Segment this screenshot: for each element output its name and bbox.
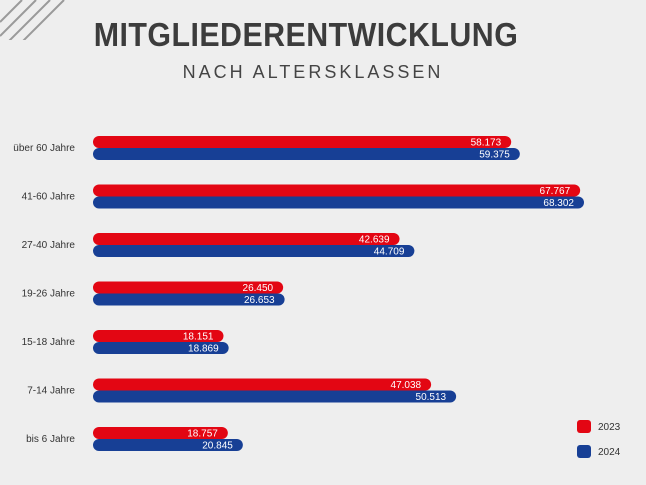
decorative-stripes <box>0 0 65 40</box>
value-label: 18.757 <box>187 429 218 440</box>
legend-label-2024: 2024 <box>598 447 621 458</box>
category-label: 7-14 Jahre <box>27 386 75 397</box>
bar-2023 <box>93 136 512 148</box>
value-label: 26.653 <box>244 295 275 306</box>
category-label: 27-40 Jahre <box>22 240 76 251</box>
bar-2024 <box>93 342 229 354</box>
bar-2024 <box>93 148 520 160</box>
chart-title: MITGLIEDERENTWICKLUNG <box>93 16 519 53</box>
value-label: 67.767 <box>540 186 571 197</box>
bar-2023 <box>93 330 224 342</box>
category-label: 15-18 Jahre <box>22 337 76 348</box>
legend-swatch-2023 <box>577 420 591 433</box>
category-label: bis 6 Jahre <box>26 434 75 445</box>
bar-2024 <box>93 245 415 257</box>
value-label: 18.869 <box>188 344 219 355</box>
value-label: 58.173 <box>471 138 502 149</box>
category-label: 41-60 Jahre <box>22 192 76 203</box>
value-label: 20.845 <box>202 441 233 452</box>
bar-2024 <box>93 439 243 451</box>
legend-label-2023: 2023 <box>598 422 621 433</box>
bar-2023 <box>93 427 228 439</box>
bar-2023 <box>93 184 581 197</box>
bar-2023 <box>93 233 400 245</box>
chart-subtitle: NACH ALTERSKLASSEN <box>182 62 444 82</box>
legend-swatch-2024 <box>577 445 591 458</box>
bar-2024 <box>93 196 584 209</box>
bar-2024 <box>93 293 285 306</box>
category-label: über 60 Jahre <box>13 143 75 154</box>
value-label: 18.151 <box>183 332 214 343</box>
bar-2024 <box>93 390 457 403</box>
category-label: 19-26 Jahre <box>22 289 76 300</box>
value-label: 50.513 <box>416 392 447 403</box>
bar-2023 <box>93 281 284 294</box>
value-label: 26.450 <box>243 283 274 294</box>
value-label: 68.302 <box>543 198 574 209</box>
value-label: 47.038 <box>391 380 422 391</box>
value-label: 44.709 <box>374 247 405 258</box>
value-label: 42.639 <box>359 235 390 246</box>
value-label: 59.375 <box>479 150 510 161</box>
bar-2023 <box>93 378 432 391</box>
